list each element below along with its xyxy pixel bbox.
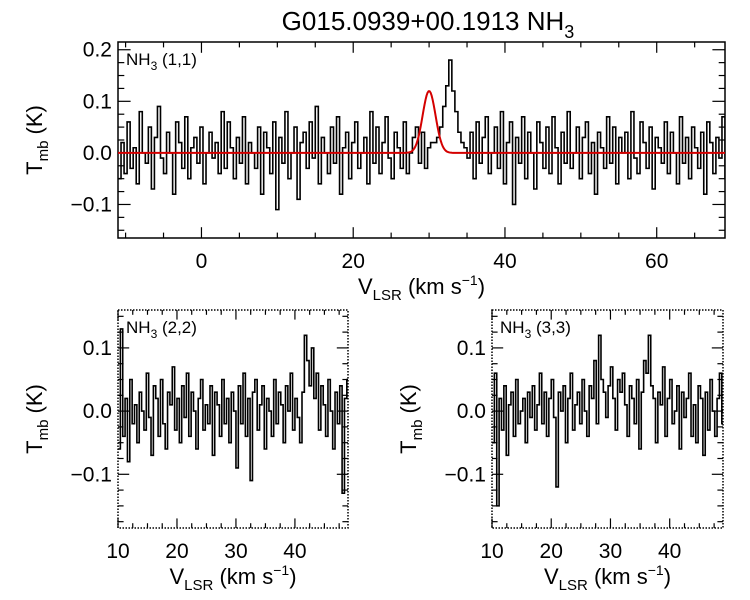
x-axis-label: VLSR (km s−1) [544,562,671,594]
y-tick-label: −0.1 [71,193,112,216]
x-tick-label: 30 [599,540,622,563]
x-axis-label: VLSR (km s−1) [358,272,485,304]
x-tick-label: 60 [645,250,668,273]
y-tick-label: 0.1 [83,337,112,360]
y-axis-label: Tmb (K) [22,384,52,454]
x-tick-label: 40 [658,540,681,563]
y-tick-label: 0.0 [83,400,112,423]
gaussian-fit-line [118,90,725,154]
x-tick-label: 40 [493,250,516,273]
y-tick-label: 0.1 [457,337,486,360]
x-tick-label: 20 [342,250,365,273]
spectrum-line [118,59,725,211]
spectrum-line [492,334,723,507]
figure-title: G015.0939+00.1913 NH3 [282,6,575,42]
y-tick-label: 0.1 [83,90,112,113]
y-tick-label: −0.1 [71,463,112,486]
panel-label: NH3 (2,2) [126,318,197,341]
panel-nh3-22: 10 20 30 40 −0.1 0.0 0.1 VLSR (km s−1) Tmb (K) NH… [22,309,349,594]
x-tick-label: 30 [224,540,247,563]
y-tick-label: −0.1 [445,463,486,486]
plot-area [118,328,348,495]
x-tick-label: 0 [196,250,208,273]
x-tick-label: 20 [165,540,188,563]
panel-nh3-11: 0 20 40 60 −0.1 0.0 0.1 0.2 VLSR (km s−1) Tmb (K)… [22,39,726,304]
y-axis-label: Tmb (K) [396,384,426,454]
y-tick-label: 0.0 [83,142,112,165]
x-axis-label: VLSR (km s−1) [169,562,296,594]
plot-area [492,334,723,507]
panel-label: NH3 (1,1) [126,50,197,73]
x-tick-label: 20 [540,540,563,563]
y-tick-label: 0.2 [83,39,112,62]
plot-area [118,59,725,211]
y-tick-label: 0.0 [457,400,486,423]
plot-frame [491,309,724,529]
panel-nh3-33: 10 20 30 40 −0.1 0.0 0.1 VLSR (km s−1) Tmb (K) NH… [396,309,724,594]
plot-frame [117,309,349,529]
spectrum-line [118,328,348,495]
y-axis-label: Tmb (K) [22,105,52,175]
x-tick-label: 10 [480,540,503,563]
x-tick-label: 40 [283,540,306,563]
panel-label: NH3 (3,3) [500,318,571,341]
x-tick-label: 10 [106,540,129,563]
